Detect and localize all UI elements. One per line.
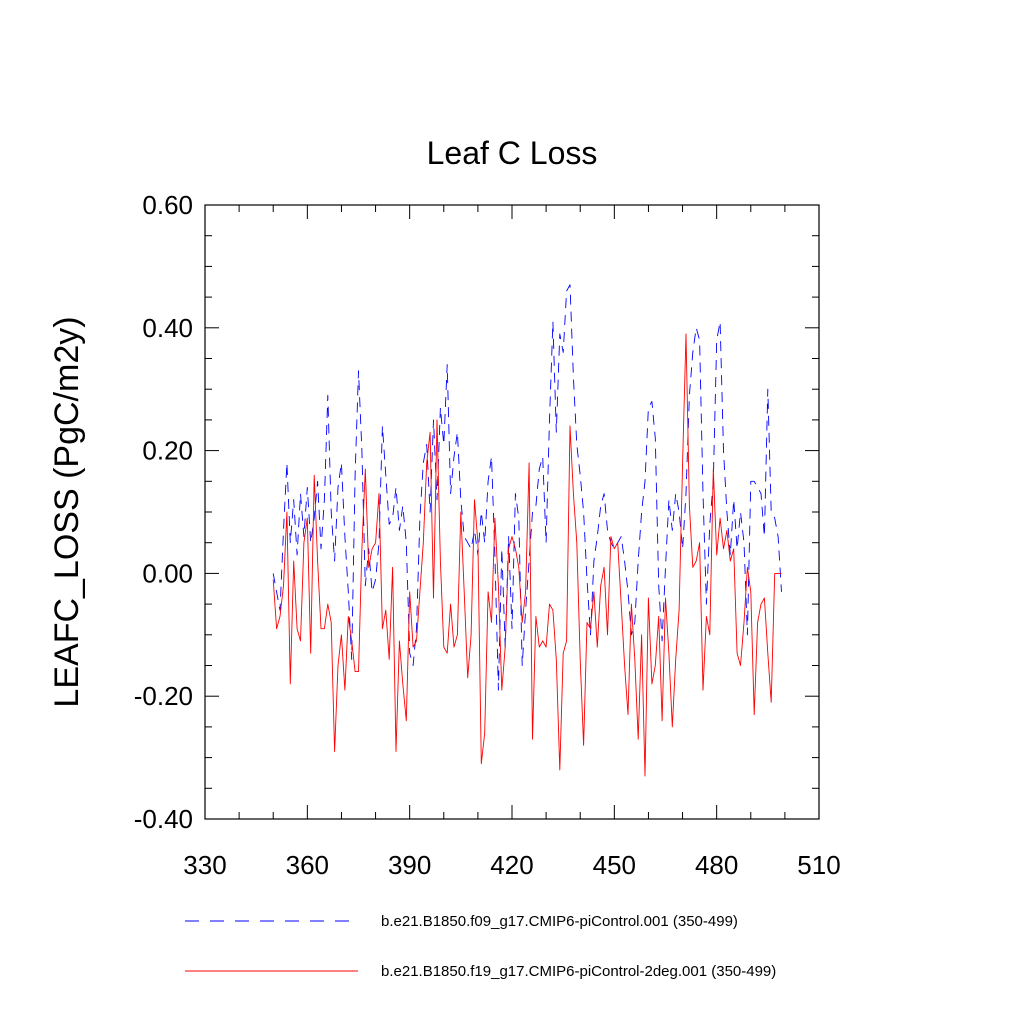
y-tick-label: -0.20 — [134, 681, 193, 711]
x-tick-label: 330 — [183, 850, 226, 880]
plot-area — [204, 204, 820, 820]
x-tick-label: 450 — [593, 850, 636, 880]
y-tick-label: -0.40 — [134, 804, 193, 834]
legend-label-2: b.e21.B1850.f19_g17.CMIP6-piControl-2deg… — [381, 963, 776, 980]
y-axis-label: LEAFC_LOSS (PgC/m2y) — [48, 316, 86, 707]
chart-title: Leaf C Loss — [427, 135, 598, 171]
y-tick-label: 0.00 — [142, 558, 193, 588]
x-tick-label: 420 — [490, 850, 533, 880]
axis-ticks — [204, 204, 820, 820]
x-tick-label: 480 — [695, 850, 738, 880]
tick-labels: 330 360 390 420 450 480 510 -0.40 -0.20 0.00 0.20 0… — [134, 190, 841, 880]
x-tick-label: 360 — [286, 850, 329, 880]
y-tick-label: 0.40 — [142, 313, 193, 343]
x-tick-label: 510 — [797, 850, 840, 880]
y-tick-label: 0.60 — [142, 190, 193, 220]
x-tick-label: 390 — [388, 850, 431, 880]
series-layer — [272, 284, 782, 777]
series-line-2 — [272, 333, 782, 777]
legend-label-1: b.e21.B1850.f09_g17.CMIP6-piControl.001 … — [381, 913, 738, 930]
legend: b.e21.B1850.f09_g17.CMIP6-piControl.001 … — [185, 913, 776, 980]
y-tick-label: 0.20 — [142, 436, 193, 466]
series-line-1 — [272, 284, 782, 691]
